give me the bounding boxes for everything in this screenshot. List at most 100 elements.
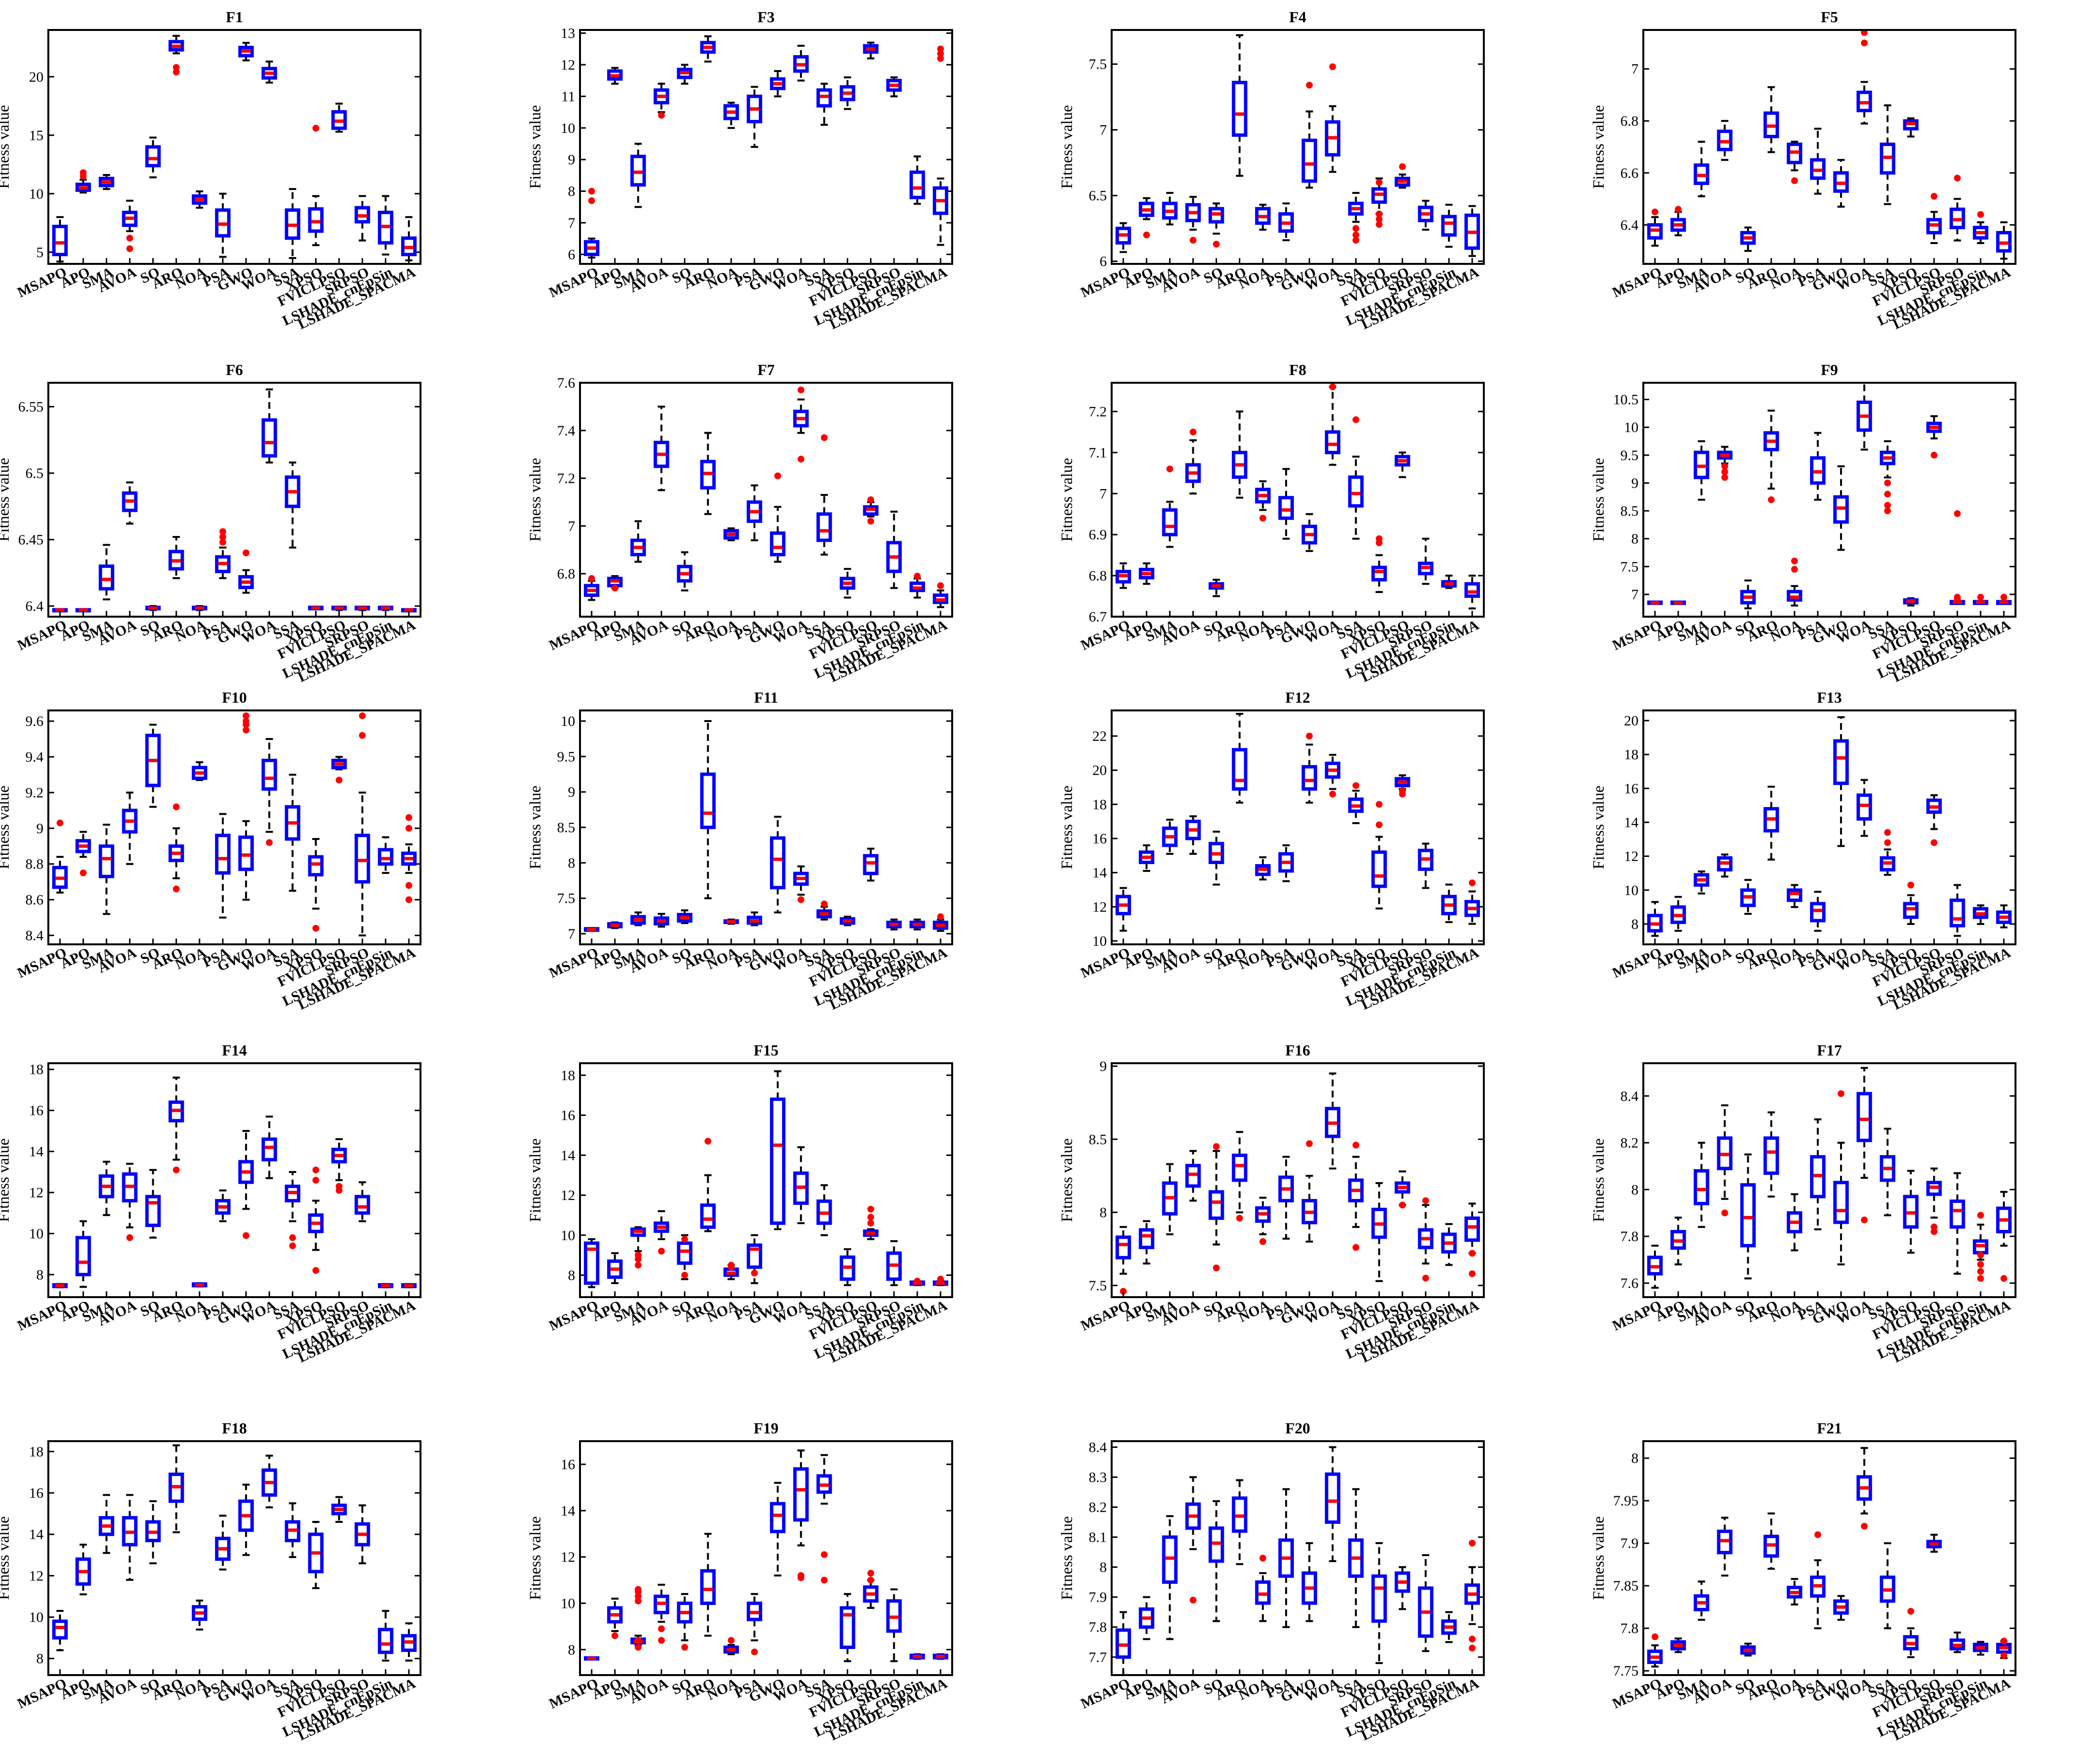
y-tick-label: 8 [568, 855, 575, 871]
y-tick-label: 14 [29, 1527, 43, 1543]
y-tick-label: 7.8 [1621, 1229, 1639, 1244]
iqr-box [1880, 856, 1896, 872]
box-srpso [886, 1240, 902, 1287]
iqr-box [1717, 450, 1733, 460]
box-avoa [122, 791, 138, 865]
box-lshade-spacma [1996, 221, 2012, 260]
box-msapo [1647, 600, 1663, 605]
box-msapo [1647, 1244, 1663, 1289]
outlier-point [937, 55, 944, 62]
box-woa [261, 738, 277, 846]
box-fviclpso [863, 848, 879, 882]
box-gwo [1833, 716, 1849, 847]
y-tick-label: 7.2 [1089, 404, 1107, 419]
panel-title: F16 [1285, 1041, 1310, 1059]
box-avoa [122, 200, 138, 252]
outlier-point [1376, 821, 1383, 828]
outlier-point [1814, 1531, 1821, 1538]
outlier-point [1376, 221, 1383, 228]
outlier-point [126, 234, 133, 242]
box-aro [1232, 410, 1247, 499]
outlier-point [359, 732, 366, 739]
iqr-box [308, 1533, 324, 1574]
iqr-box [238, 835, 254, 871]
iqr-box [1325, 1472, 1341, 1524]
plot-frame [579, 1062, 953, 1298]
box-xpso [308, 125, 324, 246]
box-lshade-spacma [932, 582, 948, 608]
panel-title: F7 [757, 361, 775, 378]
box-xpso [840, 568, 855, 599]
outlier-point [1768, 496, 1775, 503]
iqr-box [1694, 1594, 1710, 1611]
outlier-point [173, 803, 180, 810]
outlier-point [867, 1205, 874, 1213]
box-noa [1786, 1193, 1802, 1252]
outlier-point [1791, 566, 1798, 573]
y-tick-label: 12 [29, 1185, 43, 1200]
iqr-box [816, 512, 832, 542]
box-gwo [1302, 1140, 1318, 1243]
box-fviclpso [1394, 163, 1410, 189]
box-woa [1856, 779, 1872, 837]
panel-title: F12 [1285, 689, 1310, 706]
box-srpso [1949, 174, 1965, 242]
iqr-box [1325, 430, 1341, 454]
iqr-box [1325, 1107, 1341, 1138]
box-gwo [1302, 513, 1318, 552]
outlier-point [1306, 82, 1313, 89]
box-gwo [770, 70, 786, 98]
iqr-box [1647, 1649, 1663, 1664]
box-apo [607, 575, 623, 592]
outlier-point [797, 386, 805, 393]
outlier-point [359, 712, 366, 720]
box-apo [607, 921, 623, 929]
y-tick-label: 9 [1631, 475, 1638, 491]
panel-title: F4 [1289, 8, 1306, 26]
box-xpso [1903, 117, 1919, 138]
iqr-box [52, 866, 68, 889]
iqr-box [261, 1137, 277, 1162]
iqr-box [1786, 888, 1802, 902]
y-tick-label: 7.1 [1089, 445, 1107, 461]
iqr-box [1972, 226, 1988, 240]
iqr-box [1996, 231, 2012, 253]
y-tick-label: 6.5 [26, 465, 44, 481]
outlier-point [1352, 225, 1360, 232]
iqr-box [261, 67, 277, 80]
iqr-box [1441, 1232, 1457, 1254]
iqr-box [215, 208, 231, 238]
box-avoa [1185, 428, 1201, 495]
box-apo [1670, 206, 1686, 236]
outlier-point [1954, 596, 1961, 604]
iqr-box [909, 581, 925, 593]
iqr-box [1786, 590, 1802, 602]
outlier-point [312, 1177, 319, 1184]
iqr-box [863, 505, 879, 516]
iqr-box [840, 917, 855, 925]
iqr-box [1185, 820, 1201, 840]
outlier-point [289, 1242, 296, 1249]
box-gwo [1833, 159, 1849, 208]
box-aro [1763, 785, 1779, 861]
iqr-box [168, 1100, 184, 1123]
iqr-box [1185, 203, 1201, 222]
y-tick-label: 7.5 [1621, 559, 1639, 575]
y-tick-label: 7 [1631, 61, 1638, 77]
iqr-box [1325, 762, 1341, 779]
iqr-box [1996, 910, 2012, 924]
iqr-box [215, 1199, 231, 1215]
y-tick-label: 16 [1092, 831, 1107, 847]
outlier-point [2000, 1637, 2007, 1645]
y-tick-label: 9 [36, 821, 43, 837]
iqr-box [215, 834, 231, 875]
box-srpso [354, 1504, 370, 1564]
y-axis-label: Fitness value [527, 1138, 544, 1222]
iqr-box [770, 1502, 786, 1533]
y-tick-label: 7 [568, 926, 575, 942]
box-so [1208, 830, 1224, 886]
box-woa [1325, 383, 1341, 466]
box-so [677, 551, 693, 592]
